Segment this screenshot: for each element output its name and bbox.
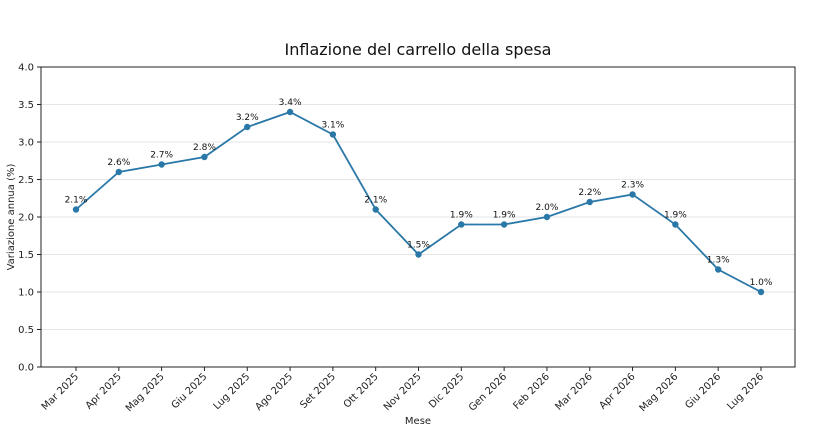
x-tick-label: Lug 2026 [725,371,766,412]
y-tick-label: 1.0 [18,288,34,299]
data-point [115,168,123,176]
data-point [757,288,765,296]
data-point [500,221,508,228]
data-point [415,251,422,258]
data-point [586,198,593,206]
x-tick-label: Mag 2025 [124,371,167,414]
data-label: 2.2% [578,188,601,198]
x-tick-label: Feb 2026 [512,371,553,412]
x-tick-label: Giu 2025 [170,371,210,411]
data-label: 2.1% [364,196,387,206]
data-label: 1.9% [493,211,516,221]
x-tick-label: Mag 2026 [638,371,681,414]
data-point [201,153,208,161]
data-label: 3.4% [279,98,302,108]
data-point [158,161,165,168]
chart-title: Inflazione del carrello della spesa [285,40,552,59]
y-axis-title: Variazione annua (%) [6,164,17,271]
data-point [458,221,465,228]
data-point [543,213,551,221]
data-point [286,108,294,116]
data-point [714,266,722,273]
data-label: 1.5% [407,241,430,251]
data-label: 1.9% [664,211,687,221]
y-tick-label: 4.0 [18,63,34,74]
data-label: 2.8% [193,143,216,153]
x-tick-label: Apr 2026 [597,371,637,411]
y-tick-label: 0.5 [18,325,34,336]
x-tick-label: Lug 2025 [212,371,253,412]
data-point [629,191,636,198]
x-tick-label: Mar 2026 [554,371,595,412]
data-point [372,206,379,213]
y-tick-label: 0.0 [18,363,34,374]
x-tick-label: Ott 2025 [342,371,381,410]
x-axis-title: Mese [405,416,431,427]
series-line [75,111,762,293]
x-tick-label: Apr 2025 [84,371,124,411]
data-label: 2.6% [107,158,130,168]
data-label: 2.1% [65,196,88,206]
data-label: 2.3% [621,181,644,191]
data-series: 2.1% 2.6% 2.7% 2.8% 3.2% 3.4% 3.1% 2.1% 1.5% 1.9%… [65,98,773,296]
y-tick-label: 2.5 [18,175,34,186]
data-label: 1.9% [450,211,473,221]
data-point [72,206,80,213]
x-tick-label: Gen 2026 [467,371,509,413]
data-point [672,221,679,228]
y-tick-label: 1.5 [18,250,34,261]
data-label: 3.2% [236,113,259,123]
x-tick-label: Dic 2025 [427,371,466,410]
x-tick-label: Set 2025 [298,371,338,411]
x-tick-label: Ago 2025 [254,371,296,413]
y-tick-label: 3.5 [18,100,34,111]
x-tick-label: Mar 2025 [40,371,81,412]
x-axis: Mar 2025 Apr 2025 Mag 2025 Giu 2025 Lug 2025… [40,367,766,414]
data-point [244,123,251,131]
y-axis: 0.0 0.5 1.0 1.5 2.0 2.5 3.0 3.5 4.0 [18,63,41,374]
data-label: 2.0% [536,203,559,213]
data-label: 1.0% [750,278,773,288]
x-tick-label: Giu 2026 [683,371,723,411]
data-point [329,131,337,138]
x-tick-label: Nov 2025 [382,371,424,413]
y-tick-label: 3.0 [18,138,34,149]
y-tick-label: 2.0 [18,213,34,224]
data-label: 1.3% [707,256,730,266]
data-label: 3.1% [321,121,344,131]
data-label: 2.7% [150,151,173,161]
